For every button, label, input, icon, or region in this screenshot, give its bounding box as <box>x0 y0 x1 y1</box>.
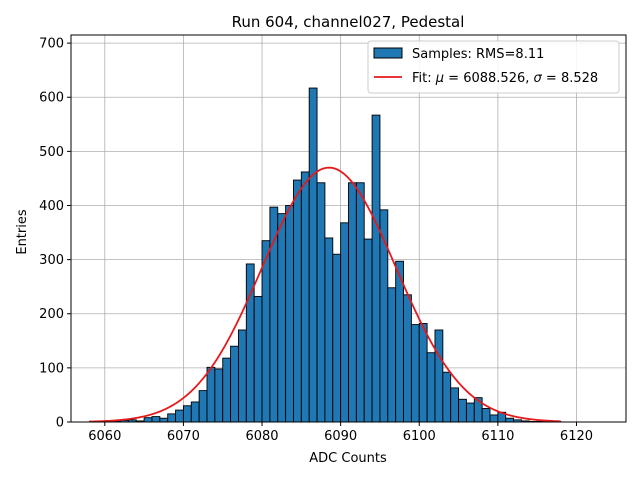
y-tick-label: 100 <box>39 361 64 376</box>
x-tick-label: 6100 <box>403 429 436 444</box>
x-tick-label: 6120 <box>560 429 593 444</box>
histogram-bar <box>175 409 184 423</box>
histogram-bar <box>230 345 239 423</box>
histogram-bar <box>481 408 491 423</box>
histogram-bar <box>222 357 232 423</box>
histogram-bar <box>418 323 428 423</box>
histogram-bar <box>442 371 452 423</box>
histogram-bar <box>505 417 515 423</box>
x-tick-label: 6110 <box>481 429 514 444</box>
histogram-bar <box>348 182 357 423</box>
gaussian-fit-curve <box>89 166 561 423</box>
histogram-bar <box>403 294 412 423</box>
histogram-bar <box>387 287 397 423</box>
histogram-bar <box>340 222 349 423</box>
histogram-bar <box>395 260 404 423</box>
y-axis-ticks: 0 100 200 300 400 500 600 700 <box>39 37 71 431</box>
y-tick-label: 0 <box>56 416 64 431</box>
histogram-bar <box>426 352 436 423</box>
histogram-bar <box>198 390 208 423</box>
histogram-bar <box>324 237 334 423</box>
histogram-bar <box>214 368 224 423</box>
x-axis-ticks: 6060 6070 6080 6090 6100 6110 6120 <box>88 422 593 444</box>
histogram-bar <box>332 253 342 423</box>
histogram-bar <box>237 329 247 423</box>
plot-frame <box>70 34 627 423</box>
y-tick-label: 200 <box>39 307 64 322</box>
histogram-bar <box>434 329 444 423</box>
x-tick-label: 6090 <box>324 429 357 444</box>
histogram-bar <box>458 398 467 423</box>
histogram-bar <box>371 114 381 423</box>
legend: Samples: RMS=8.11 Fit: μ = 6088.526, σ =… <box>367 40 620 94</box>
histogram-bar <box>182 405 192 423</box>
histogram-bar <box>253 295 263 423</box>
x-tick-label: 6070 <box>167 429 200 444</box>
histogram-bar <box>316 182 326 423</box>
histogram-bar <box>159 417 169 423</box>
histogram-bar <box>450 387 460 423</box>
y-tick-label: 400 <box>39 199 64 214</box>
histogram-bar <box>167 413 177 423</box>
histogram-bar <box>308 87 318 423</box>
y-tick-label: 500 <box>39 145 64 160</box>
y-tick-label: 600 <box>39 91 64 106</box>
histogram-bar <box>285 205 294 423</box>
histogram-bar <box>293 179 302 423</box>
legend-box <box>367 40 620 94</box>
x-tick-label: 6080 <box>245 429 278 444</box>
x-tick-label: 6060 <box>88 429 121 444</box>
histogram-bar <box>143 417 153 423</box>
histogram-bar <box>151 416 161 423</box>
histogram-bar <box>206 366 216 423</box>
histogram-bar <box>300 171 310 423</box>
histogram-bar <box>363 238 373 423</box>
legend-samples-swatch <box>373 47 403 59</box>
x-axis-label: ADC Counts <box>309 451 387 466</box>
chart-title: Run 604, channel027, Pedestal <box>232 13 465 31</box>
y-tick-label: 300 <box>39 253 64 268</box>
y-tick-label: 700 <box>39 37 64 52</box>
histogram-bar <box>465 402 475 423</box>
legend-samples-label: Samples: RMS=8.11 <box>412 47 544 62</box>
histogram-bar <box>489 414 499 423</box>
histogram-bar <box>277 213 287 423</box>
y-axis-label: Entries <box>15 209 30 255</box>
histogram-bar <box>261 240 271 423</box>
histogram-bar <box>410 324 420 423</box>
legend-fit-label: Fit: μ = 6088.526, σ = 8.528 <box>412 71 598 86</box>
histogram-bar <box>355 182 365 423</box>
histogram-bar <box>190 401 200 423</box>
